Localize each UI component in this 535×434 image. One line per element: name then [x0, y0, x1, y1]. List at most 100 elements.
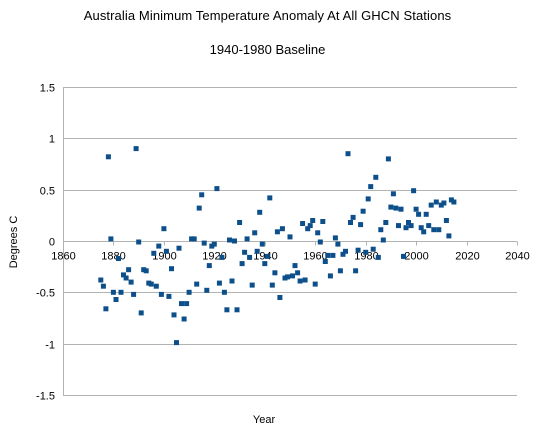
data-point	[297, 278, 303, 284]
data-point	[443, 218, 449, 223]
data-point	[418, 225, 424, 231]
data-point	[451, 199, 457, 205]
data-point	[264, 253, 270, 259]
data-point	[237, 220, 243, 225]
data-point	[206, 263, 212, 269]
data-point	[247, 254, 253, 260]
data-point	[214, 186, 220, 192]
data-point	[143, 268, 149, 274]
data-point	[446, 233, 452, 239]
data-point	[189, 236, 195, 242]
data-point	[161, 226, 167, 232]
data-point	[138, 310, 144, 316]
data-point	[136, 239, 142, 245]
data-point	[327, 273, 333, 279]
data-point	[272, 270, 278, 276]
data-point	[118, 289, 124, 295]
data-point	[108, 236, 114, 242]
data-point	[398, 206, 404, 212]
data-point	[176, 245, 182, 251]
data-point	[315, 230, 321, 236]
data-point	[274, 229, 280, 235]
data-point	[421, 229, 427, 235]
data-point	[441, 200, 447, 206]
y-tick-label: -0.5	[36, 288, 55, 300]
y-axis-tick-labels: 1.5 1 0.5 0 -0.5 -1 -1.5	[36, 83, 55, 403]
data-point	[163, 248, 169, 254]
data-point	[196, 205, 202, 211]
x-tick-label: 1960	[303, 251, 327, 263]
x-tick-label: 2020	[455, 251, 479, 263]
data-point	[113, 297, 119, 302]
data-point	[199, 192, 205, 198]
data-point	[413, 206, 419, 212]
data-point	[345, 151, 351, 157]
data-point	[375, 254, 381, 260]
data-point	[242, 249, 248, 255]
y-tick-label: -1.5	[36, 391, 55, 403]
data-point	[335, 241, 341, 247]
data-point	[239, 261, 245, 267]
data-point	[285, 274, 290, 280]
y-tick-label: 1.5	[40, 83, 55, 95]
data-point	[322, 259, 328, 264]
data-point	[201, 240, 207, 246]
data-point	[158, 291, 164, 297]
data-point	[259, 241, 265, 247]
data-point	[305, 226, 311, 232]
data-point	[401, 253, 406, 259]
data-point	[416, 211, 422, 217]
data-point	[219, 254, 225, 260]
data-point	[360, 208, 366, 214]
data-point	[123, 275, 129, 281]
data-point	[224, 307, 230, 313]
data-point	[350, 214, 356, 220]
data-point	[254, 248, 260, 254]
x-tick-label: 1860	[51, 251, 75, 263]
data-point	[174, 340, 179, 346]
data-point	[128, 279, 134, 285]
data-point	[385, 156, 391, 162]
data-point	[373, 174, 379, 180]
data-point	[408, 223, 414, 229]
chart-title: Australia Minimum Temperature Anomaly At…	[83, 8, 452, 23]
y-tick-label: -1	[45, 340, 55, 352]
data-point	[428, 202, 434, 208]
data-point	[292, 263, 298, 269]
data-point	[100, 283, 106, 289]
data-point	[179, 301, 184, 307]
data-point	[181, 316, 187, 322]
data-point	[337, 268, 343, 274]
data-point	[249, 282, 255, 288]
data-point	[227, 237, 232, 243]
data-point	[426, 223, 432, 229]
data-point	[393, 205, 399, 211]
data-point	[191, 236, 197, 242]
data-point	[234, 307, 240, 313]
y-tick-label: 0.5	[40, 186, 55, 198]
data-point	[131, 291, 137, 297]
data-point	[423, 211, 429, 217]
data-point	[244, 236, 250, 242]
x-tick-label: 1980	[354, 251, 378, 263]
data-point	[153, 283, 159, 289]
data-point	[363, 249, 369, 255]
data-point	[126, 267, 132, 273]
data-point	[370, 246, 376, 252]
data-point	[169, 266, 174, 272]
data-point	[380, 237, 386, 243]
data-point	[340, 251, 346, 257]
chart-subtitle: 1940-1980 Baseline	[209, 42, 326, 57]
x-tick-label: 1880	[101, 251, 125, 263]
data-point	[232, 238, 237, 244]
data-point	[290, 273, 295, 279]
data-point	[257, 209, 263, 215]
data-point	[269, 282, 275, 288]
data-point	[411, 188, 417, 194]
data-point	[300, 221, 306, 226]
y-tick-label: 0	[49, 237, 55, 249]
x-tick-label: 1900	[152, 251, 176, 263]
data-point	[433, 199, 439, 205]
data-point	[98, 277, 104, 283]
